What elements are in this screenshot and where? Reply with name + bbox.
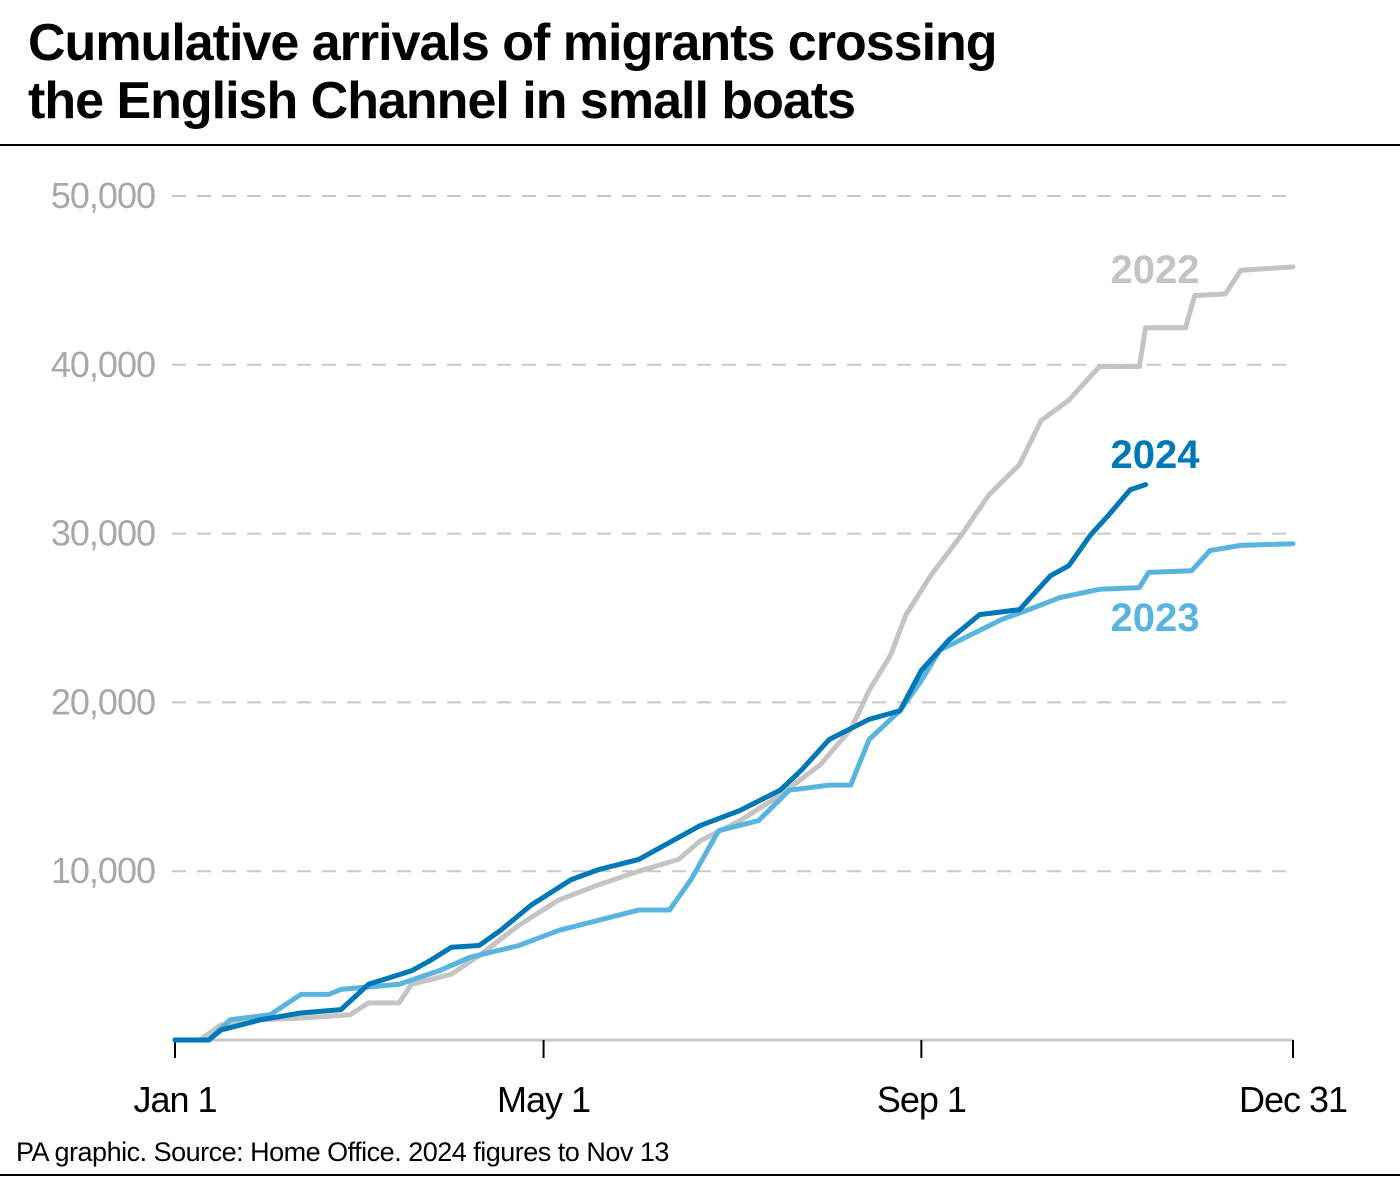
x-tick-label: Dec 31 <box>1239 1079 1347 1120</box>
title-line-2: the English Channel in small boats <box>28 72 856 130</box>
y-tick-label: 20,000 <box>51 681 155 722</box>
series-line-2022 <box>172 264 1296 1043</box>
x-tick-label: Jan 1 <box>133 1079 216 1120</box>
series-line-2024 <box>172 482 1149 1043</box>
series-label-2024: 2024 <box>1111 433 1201 477</box>
series-label-2023: 2023 <box>1111 596 1200 640</box>
chart-title: Cumulative arrivals of migrants crossing… <box>28 14 998 130</box>
y-tick-label: 50,000 <box>51 175 155 216</box>
x-tick-label: May 1 <box>497 1079 590 1120</box>
footer-rule <box>0 1174 1400 1176</box>
y-tick-label: 10,000 <box>51 850 155 891</box>
source-footnote: PA graphic. Source: Home Office. 2024 fi… <box>16 1137 669 1167</box>
line-chart: 10,000 20,000 30,000 40,000 50,000 Jan 1 May 1… <box>51 175 1348 1120</box>
series-label-2022: 2022 <box>1111 248 1200 292</box>
title-rule <box>0 144 1400 146</box>
title-line-1: Cumulative arrivals of migrants crossing <box>28 14 998 72</box>
x-tick-label: Sep 1 <box>877 1079 966 1120</box>
y-tick-label: 40,000 <box>51 344 155 385</box>
series-line-2023 <box>172 541 1296 1043</box>
y-tick-label: 30,000 <box>51 513 155 554</box>
